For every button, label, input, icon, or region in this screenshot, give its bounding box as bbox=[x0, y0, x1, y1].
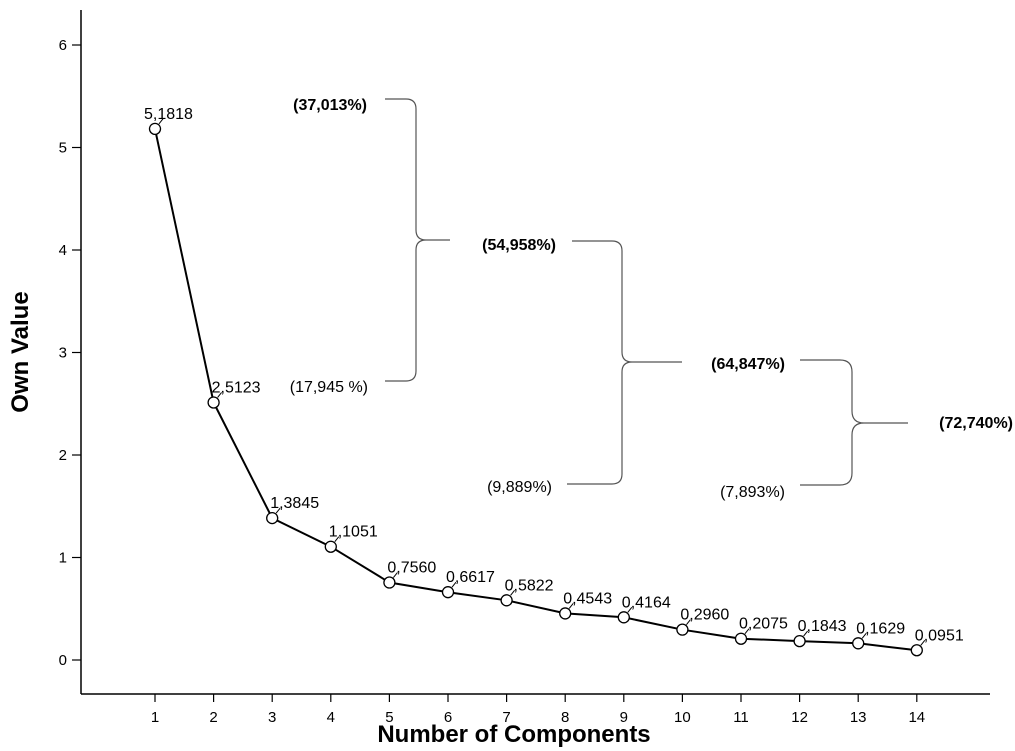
brace-1 bbox=[385, 98, 450, 382]
annotation-pct-1: (37,013%) bbox=[293, 97, 367, 114]
annotation-cum-4: (72,740%) bbox=[939, 415, 1013, 432]
data-point bbox=[266, 511, 279, 525]
data-label: 0,5822 bbox=[505, 577, 554, 594]
data-label: 1,1051 bbox=[329, 524, 378, 541]
data-point bbox=[734, 632, 748, 645]
data-label-leader bbox=[158, 118, 164, 125]
data-label: 0,7560 bbox=[387, 560, 436, 577]
data-point bbox=[148, 122, 162, 136]
data-label: 2,5123 bbox=[212, 379, 261, 396]
x-tick-label: 11 bbox=[733, 709, 749, 726]
data-label-leader bbox=[510, 590, 515, 596]
data-label: 0,1843 bbox=[798, 618, 847, 635]
x-tick-label: 10 bbox=[674, 709, 691, 726]
x-tick-label: 14 bbox=[908, 709, 925, 726]
data-label: 0,2960 bbox=[680, 607, 729, 624]
x-tick-label: 1 bbox=[151, 709, 159, 726]
annotation-cum-3: (64,847%) bbox=[711, 356, 785, 373]
annotation-pct-3: (9,889%) bbox=[487, 479, 552, 496]
data-label: 0,2075 bbox=[739, 616, 788, 633]
x-tick-label: 4 bbox=[327, 709, 335, 726]
y-axis-ticks: 0 1 2 3 4 5 6 bbox=[59, 37, 81, 669]
x-tick-label: 7 bbox=[502, 709, 510, 726]
x-tick-label: 8 bbox=[561, 709, 569, 726]
x-tick-label: 13 bbox=[850, 709, 867, 726]
data-label-leader bbox=[627, 607, 633, 613]
series-line bbox=[154, 128, 917, 652]
data-point bbox=[441, 586, 455, 599]
data-point bbox=[676, 623, 689, 636]
data-label-leader bbox=[275, 507, 281, 514]
y-tick-label: 5 bbox=[59, 140, 67, 157]
y-tick-label: 1 bbox=[59, 550, 67, 567]
annotation-cum-2: (54,958%) bbox=[482, 237, 556, 254]
data-label: 1,3845 bbox=[270, 495, 319, 512]
data-label: 0,4164 bbox=[622, 594, 671, 611]
x-axis-title: Number of Components bbox=[377, 721, 650, 748]
y-tick-label: 4 bbox=[59, 242, 67, 259]
data-label-leader bbox=[686, 619, 691, 625]
data-label-leader bbox=[744, 628, 750, 635]
data-point bbox=[207, 396, 220, 409]
y-tick-label: 6 bbox=[59, 37, 67, 54]
y-tick-label: 2 bbox=[59, 447, 67, 464]
annotation-pct-2: (17,945 %) bbox=[290, 379, 368, 396]
brace-2 bbox=[567, 240, 682, 485]
data-point bbox=[852, 637, 865, 650]
annotation-pct-4: (7,893%) bbox=[720, 484, 785, 501]
data-label-leader bbox=[393, 572, 398, 578]
brace-3 bbox=[800, 359, 908, 486]
x-tick-label: 5 bbox=[385, 709, 393, 726]
data-point bbox=[617, 611, 630, 624]
data-labels: 5,1818 2,5123 1,3845 1,1051 0,7560 0,6617 0,58… bbox=[144, 106, 964, 646]
data-point bbox=[910, 644, 923, 657]
x-tick-label: 12 bbox=[791, 709, 808, 726]
data-label-leader bbox=[451, 581, 457, 588]
data-label-leader bbox=[568, 603, 574, 609]
x-tick-label: 3 bbox=[268, 709, 276, 726]
variance-annotations: (37,013%) (17,945 %) (54,958%) (9,889%) … bbox=[290, 97, 1013, 501]
data-label-leader bbox=[861, 632, 867, 639]
data-label: 0,6617 bbox=[446, 569, 495, 586]
data-label-leader bbox=[803, 630, 808, 637]
data-label-leader bbox=[920, 639, 926, 646]
data-point bbox=[559, 607, 572, 620]
data-point bbox=[383, 576, 396, 589]
x-axis-ticks: 1 2 3 4 5 6 7 8 9 10 11 12 13 14 bbox=[151, 694, 925, 726]
x-tick-label: 9 bbox=[620, 709, 628, 726]
y-tick-label: 0 bbox=[59, 652, 67, 669]
y-axis-title: Own Value bbox=[7, 291, 34, 412]
data-label: 0,4543 bbox=[563, 590, 612, 607]
data-point bbox=[500, 594, 513, 607]
data-point bbox=[793, 634, 806, 648]
y-tick-label: 3 bbox=[59, 345, 67, 362]
data-label-leader bbox=[217, 392, 222, 398]
x-tick-label: 6 bbox=[444, 709, 452, 726]
x-tick-label: 2 bbox=[209, 709, 217, 726]
series-own-value bbox=[148, 122, 923, 657]
data-point bbox=[324, 540, 337, 553]
data-label: 0,0951 bbox=[915, 627, 964, 644]
data-label: 0,1629 bbox=[856, 620, 905, 637]
data-label-leader bbox=[334, 536, 340, 543]
data-label: 5,1818 bbox=[144, 106, 193, 123]
